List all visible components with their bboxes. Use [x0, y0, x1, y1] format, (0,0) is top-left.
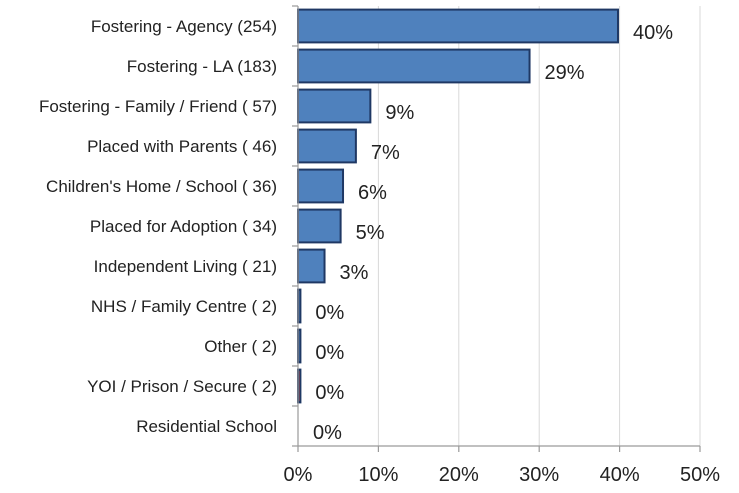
data-label: 6%: [358, 182, 387, 204]
data-label: 29%: [545, 62, 585, 84]
category-label: Fostering - LA (183): [127, 57, 277, 76]
data-label: 3%: [340, 262, 369, 284]
category-label: YOI / Prison / Secure ( 2): [87, 377, 277, 396]
data-label: 0%: [315, 342, 344, 364]
x-tick-label: 50%: [680, 464, 720, 486]
data-label: 0%: [313, 422, 342, 444]
category-label: Fostering - Agency (254): [91, 17, 277, 36]
category-label: Placed for Adoption ( 34): [90, 217, 277, 236]
data-label: 0%: [315, 302, 344, 324]
bar: [297, 88, 372, 124]
bar: [297, 168, 345, 204]
category-labels: Fostering - Agency (254) Fostering - LA (…: [39, 17, 277, 436]
data-label: 9%: [385, 102, 414, 124]
bar: [297, 208, 342, 244]
data-label: 40%: [633, 22, 673, 44]
x-tick-labels: 0% 10% 20% 30% 40% 50%: [284, 464, 721, 486]
x-tick-label: 10%: [358, 464, 398, 486]
category-label: Independent Living ( 21): [94, 257, 277, 276]
category-label: NHS / Family Centre ( 2): [91, 297, 277, 316]
category-label: Fostering - Family / Friend ( 57): [39, 97, 277, 116]
category-label: Residential School: [136, 417, 277, 436]
axes: [292, 5, 701, 452]
x-tick-label: 40%: [600, 464, 640, 486]
x-tick-label: 30%: [519, 464, 559, 486]
x-tick-label: 20%: [439, 464, 479, 486]
data-label: 0%: [315, 382, 344, 404]
x-tick-label: 0%: [284, 464, 313, 486]
category-label: Placed with Parents ( 46): [87, 137, 277, 156]
bar: [297, 48, 531, 84]
category-label: Children's Home / School ( 36): [46, 177, 277, 196]
bar: [297, 248, 326, 284]
bar: [297, 8, 619, 44]
bar: [297, 128, 357, 164]
data-label: 5%: [356, 222, 385, 244]
category-label: Other ( 2): [204, 337, 277, 356]
data-label: 7%: [371, 142, 400, 164]
data-labels: 40% 29% 9% 7% 6% 5% 3% 0% 0% 0% 0%: [313, 22, 673, 444]
